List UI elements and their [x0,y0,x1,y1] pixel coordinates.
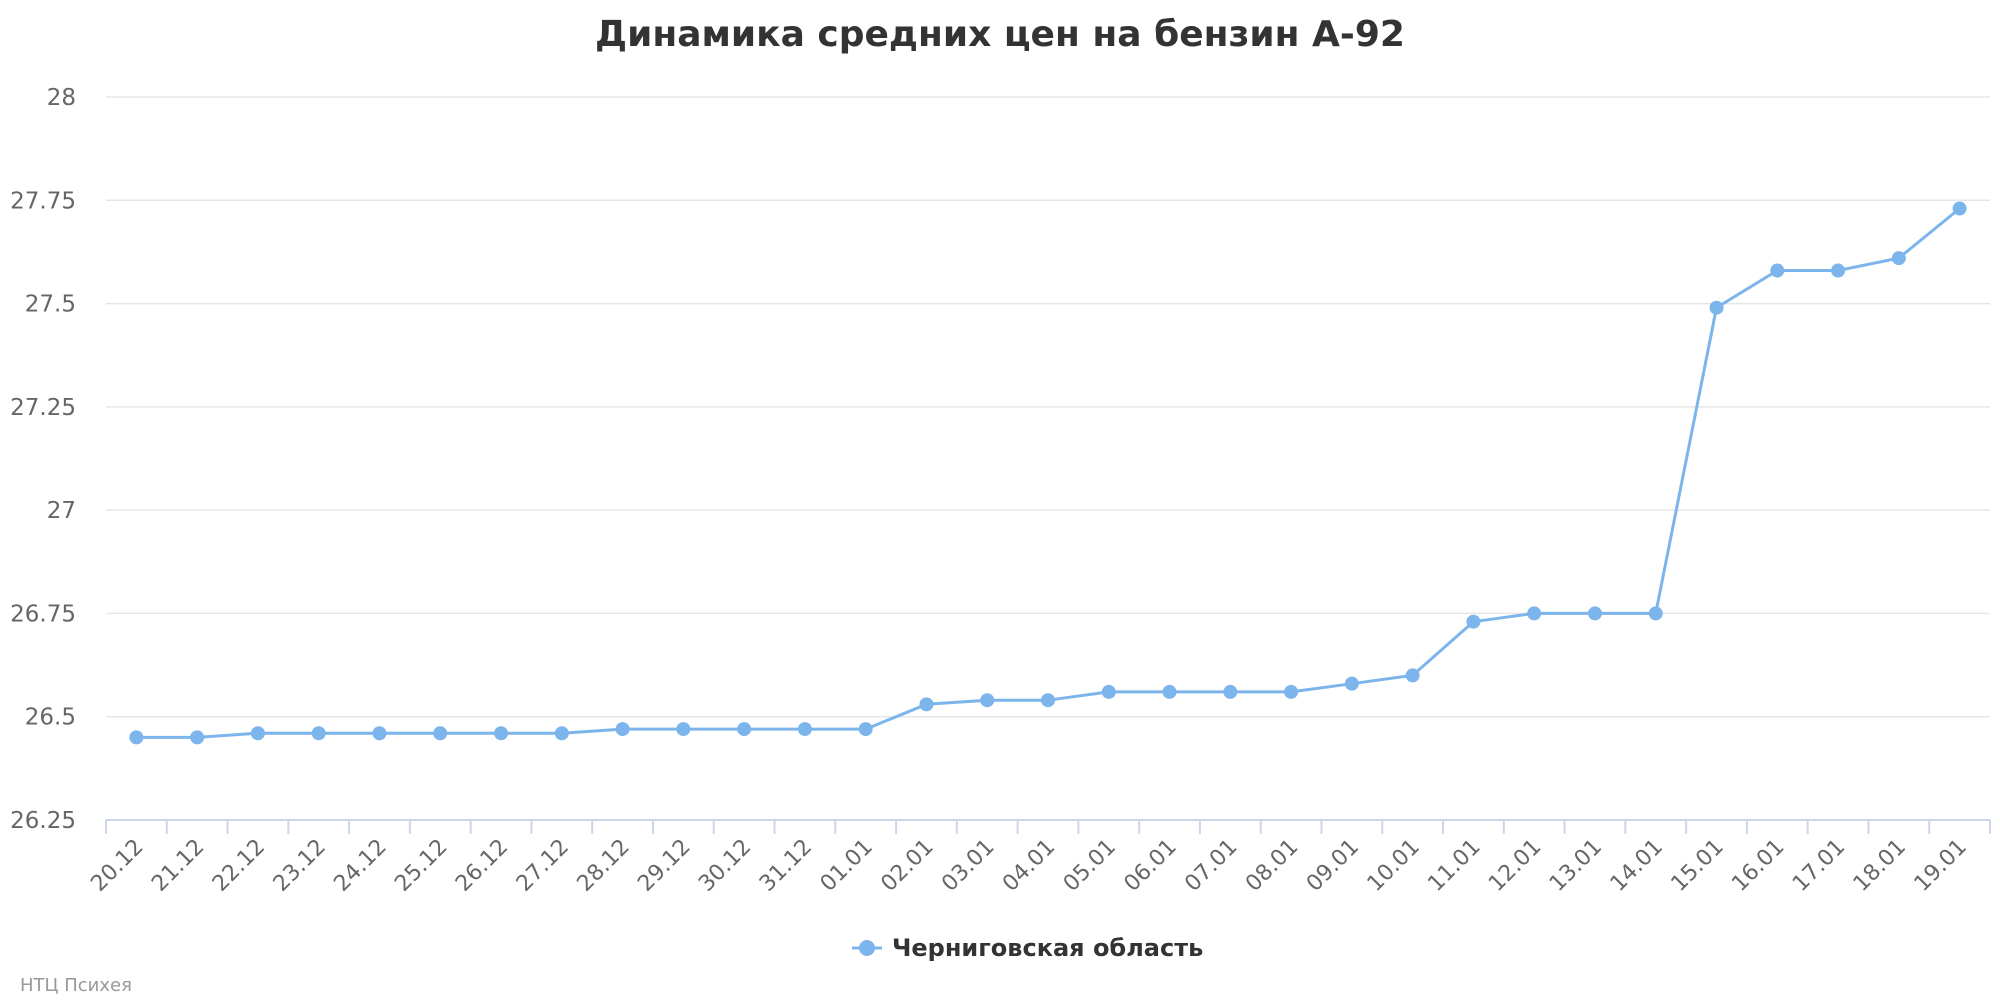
x-tick-label: 05.01 [1059,835,1121,897]
x-tick-label: 13.01 [1545,835,1607,897]
x-tick-label: 18.01 [1849,835,1911,897]
data-point[interactable] [1831,263,1846,278]
chart-title: Динамика средних цен на бензин А-92 [595,14,1405,55]
x-tick-label: 07.01 [1180,835,1242,897]
data-point[interactable] [1770,263,1785,278]
grid-lines [106,96,1990,718]
data-point[interactable] [1709,300,1724,315]
x-tick-label: 12.01 [1484,835,1546,897]
x-tick-label: 17.01 [1788,835,1850,897]
data-point[interactable] [250,726,265,741]
data-point[interactable] [676,722,691,737]
x-tick-label: 23.12 [269,835,331,897]
data-point[interactable] [980,693,995,708]
series-line [136,207,1961,739]
data-point[interactable] [1466,614,1481,629]
x-tick-label: 24.12 [330,835,392,897]
x-tick-label: 06.01 [1120,835,1182,897]
data-point[interactable] [858,722,873,737]
y-tick-label: 28 [47,85,76,111]
x-tick-label: 31.12 [755,835,817,897]
x-tick-label: 30.12 [694,835,756,897]
x-tick-label: 25.12 [390,835,452,897]
data-point[interactable] [190,730,205,745]
x-tick-label: 14.01 [1606,835,1668,897]
x-tick-label: 11.01 [1423,835,1485,897]
data-point[interactable] [1223,684,1238,699]
series [129,201,1967,745]
data-point[interactable] [919,697,934,712]
x-tick-label: 09.01 [1302,835,1364,897]
data-point[interactable] [1162,684,1177,699]
x-tick-label: 28.12 [573,835,635,897]
x-tick-label: 19.01 [1910,835,1972,897]
x-tick-label: 27.12 [512,835,574,897]
x-axis: 20.1221.1222.1223.1224.1225.1226.1227.12… [86,819,1991,897]
data-point[interactable] [615,722,630,737]
data-point[interactable] [1587,606,1602,621]
x-tick-label: 22.12 [208,835,270,897]
y-tick-label: 26.25 [10,808,76,834]
x-tick-label: 08.01 [1241,835,1303,897]
data-point[interactable] [1344,676,1359,691]
x-tick-label: 20.12 [86,835,148,897]
data-point[interactable] [1952,201,1967,216]
y-tick-label: 27.5 [25,292,76,318]
y-tick-label: 27.75 [10,188,76,214]
data-point[interactable] [1527,606,1542,621]
y-tick-label: 26.75 [10,601,76,627]
legend-label: Черниговская область [892,934,1203,962]
x-tick-label: 03.01 [937,835,999,897]
data-point[interactable] [1101,684,1116,699]
x-tick-label: 15.01 [1667,835,1729,897]
legend-marker-icon [859,940,875,956]
x-tick-label: 04.01 [998,835,1060,897]
data-point[interactable] [554,726,569,741]
data-point[interactable] [1405,668,1420,683]
y-axis: 26.25 26.5 26.75 27 27.25 27.5 27.75 28 [10,85,76,834]
credit-text[interactable]: НТЦ Психея [20,975,132,996]
data-point[interactable] [1041,693,1055,708]
data-point[interactable] [372,726,387,741]
legend[interactable]: Черниговская область [852,934,1203,962]
x-tick-label: 01.01 [816,835,878,897]
data-point[interactable] [737,722,752,737]
data-point[interactable] [1891,251,1906,266]
x-tick-label: 21.12 [147,835,209,897]
x-tick-label: 02.01 [876,835,938,897]
data-point[interactable] [494,726,509,741]
x-tick-label: 29.12 [633,835,695,897]
y-tick-label: 27.25 [10,395,76,421]
x-tick-label: 26.12 [451,835,513,897]
data-point[interactable] [1284,684,1299,699]
data-point[interactable] [797,722,812,737]
data-point[interactable] [433,726,448,741]
data-point[interactable] [129,730,144,745]
y-tick-label: 26.5 [25,705,76,731]
x-tick-label: 16.01 [1727,835,1789,897]
x-tick-label: 10.01 [1363,835,1425,897]
data-point[interactable] [311,726,326,741]
data-point[interactable] [1648,606,1663,621]
y-tick-label: 27 [47,498,76,524]
